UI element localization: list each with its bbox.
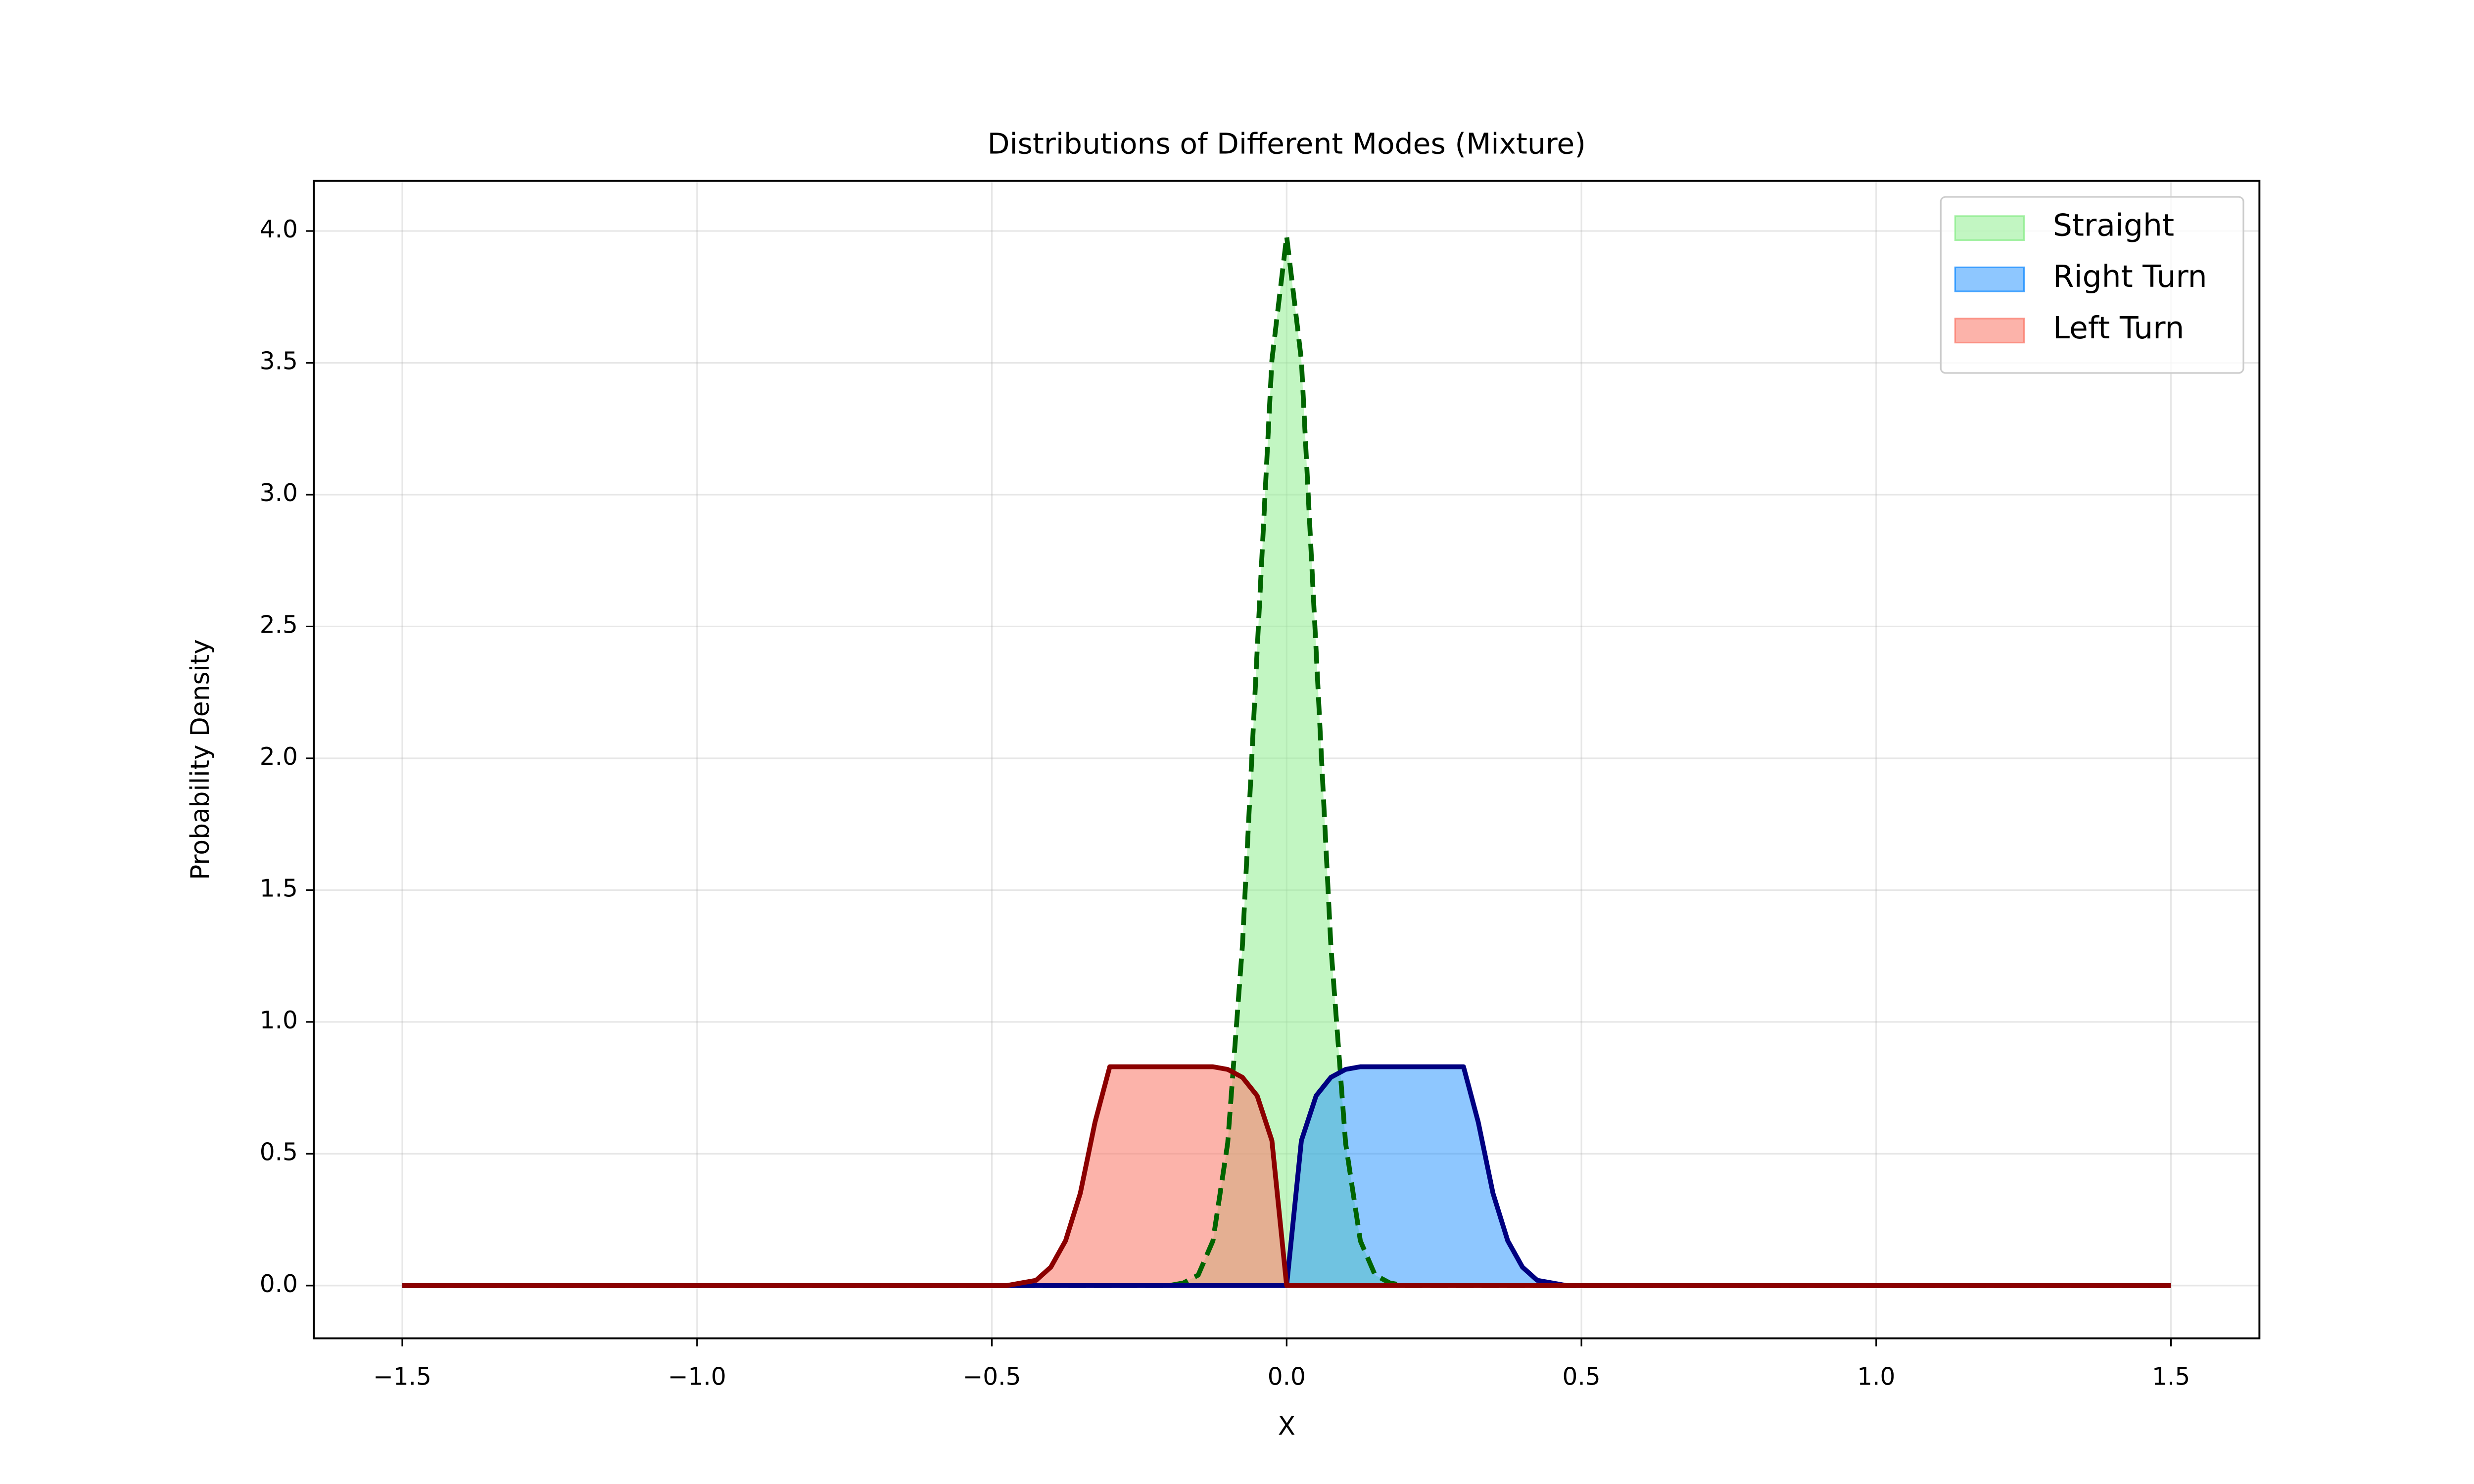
series-line [402,1064,2171,1288]
y-tick-label: 1.0 [260,1007,298,1034]
y-tick-label: 3.0 [260,479,298,507]
legend-swatch [1954,318,2025,344]
legend-label: Straight [2053,208,2174,243]
x-axis-label: X [1278,1412,1295,1441]
legend-label: Right Turn [2053,259,2207,294]
y-tick-label: 3.5 [260,347,298,375]
x-tick-label: −1.0 [668,1363,726,1391]
x-tick-label: −1.5 [373,1363,431,1391]
legend-swatch [1954,266,2025,292]
y-tick-label: 0.0 [260,1270,298,1298]
x-tick-label: −0.5 [963,1363,1021,1391]
x-tick-label: 0.0 [1268,1363,1306,1391]
legend-swatch [1954,215,2025,241]
y-tick-label: 2.5 [260,611,298,639]
y-tick-label: 2.0 [260,743,298,771]
y-tick-label: 1.5 [260,875,298,902]
y-tick-label: 0.5 [260,1138,298,1166]
axes-frame [313,180,2261,1340]
y-tick-label: 4.0 [260,216,298,243]
x-tick-label: 1.5 [2152,1363,2190,1391]
chart-title: Distributions of Different Modes (Mixtur… [988,127,1586,161]
y-axis-label: Probability Density [186,639,215,880]
legend-label: Left Turn [2053,311,2185,346]
x-tick-label: 0.5 [1562,1363,1600,1391]
x-tick-label: 1.0 [1857,1363,1895,1391]
legend: Straight Right Turn Left Turn [1940,196,2244,374]
area-fill [402,236,2171,1286]
